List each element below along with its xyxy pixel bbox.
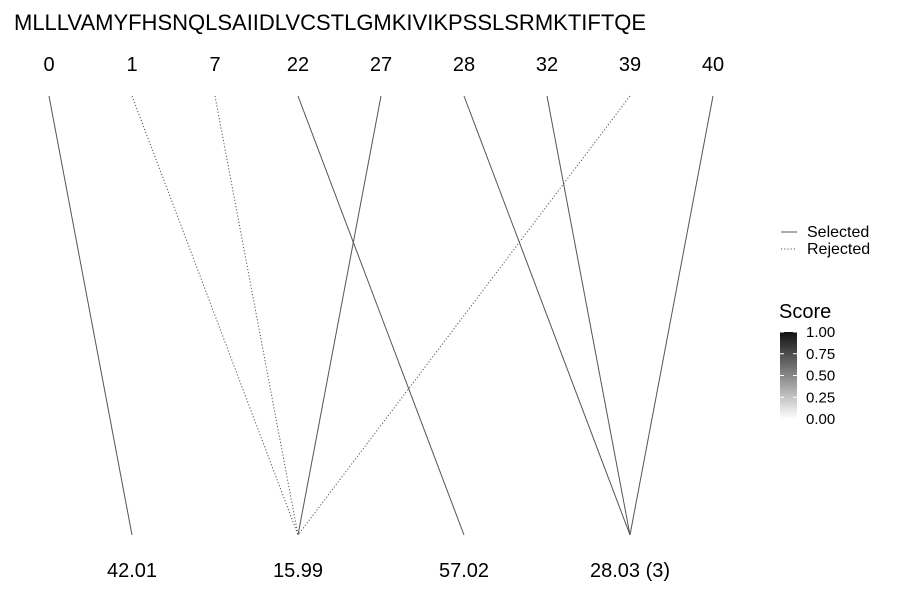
- edges-layer: [48, 95, 714, 536]
- score-scale: Score 1.00 0.75 0.50 0.25 0.00: [779, 301, 835, 428]
- selected-edge: [48, 95, 133, 536]
- selected-edge: [297, 95, 465, 536]
- rejected-edge: [297, 95, 631, 536]
- scale-tick-label: 0.25: [806, 389, 835, 406]
- selected-edge: [463, 95, 631, 536]
- top-node-label: 0: [43, 54, 54, 76]
- scale-tick-label: 0.00: [806, 411, 835, 428]
- selected-edge: [546, 95, 631, 536]
- legend-label: Rejected: [807, 241, 870, 258]
- bottom-node-label: 42.01: [107, 560, 157, 582]
- top-node-label: 39: [619, 54, 641, 76]
- top-node-label: 32: [536, 54, 558, 76]
- selected-edge: [297, 95, 382, 536]
- rejected-edge: [214, 95, 299, 536]
- top-node-label: 22: [287, 54, 309, 76]
- top-node-label: 27: [370, 54, 392, 76]
- bottom-node-label: 28.03 (3): [590, 560, 670, 582]
- selected-edge: [629, 95, 714, 536]
- bottom-nodes-layer: 42.01 15.99 57.02 28.03 (3): [107, 560, 670, 582]
- top-node-label: 1: [126, 54, 137, 76]
- legend-label: Selected: [807, 224, 869, 241]
- scale-tick-label: 1.00: [806, 324, 835, 341]
- top-node-label: 40: [702, 54, 724, 76]
- top-node-label: 7: [209, 54, 220, 76]
- score-scale-title: Score: [779, 301, 831, 323]
- score-gradient-bar: [780, 332, 797, 419]
- top-nodes-layer: 0 1 7 22 27 28 32 39 40: [43, 54, 724, 76]
- scale-tick-label: 0.50: [806, 368, 835, 385]
- scale-tick-label: 0.75: [806, 346, 835, 363]
- score-scale-ticks: 1.00 0.75 0.50 0.25 0.00: [780, 324, 835, 428]
- bottom-node-label: 15.99: [273, 560, 323, 582]
- top-node-label: 28: [453, 54, 475, 76]
- sequence-text: MLLLVAMYFHSNQLSAIIDLVCSTLGMKIVIKPSSLSRMK…: [14, 10, 646, 35]
- rejected-edge: [131, 95, 299, 536]
- bottom-node-label: 57.02: [439, 560, 489, 582]
